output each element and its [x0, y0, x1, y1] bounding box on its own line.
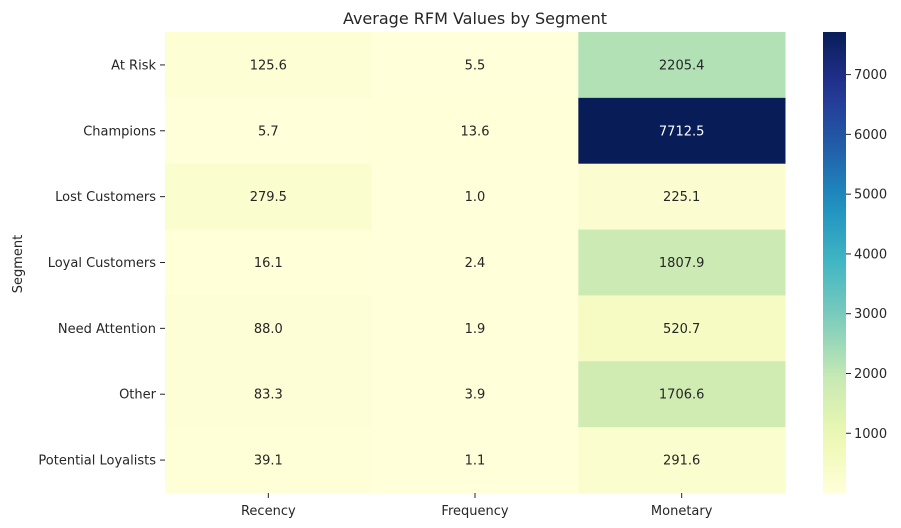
cell-potential-loyalists-recency	[165, 427, 373, 494]
cell-need-attention-monetary	[578, 295, 786, 362]
row-label-champions: Champions	[83, 124, 156, 139]
cell-label: 83.3	[254, 388, 283, 403]
cell-label: 3.9	[465, 388, 486, 403]
cell-at-risk-recency	[165, 32, 373, 99]
cell-label: 88.0	[254, 322, 283, 337]
row-label-lost-customers: Lost Customers	[55, 190, 156, 205]
cell-champions-frequency	[371, 97, 579, 165]
colorbar-tick-label: 2000	[854, 367, 887, 382]
heatmap-cells: 125.6 5.5 2205.4 5.7 13.6 7712.5 279.5 1.0 225.1…	[165, 32, 786, 494]
cell-label: 7712.5	[659, 124, 705, 139]
row-label-need-attention: Need Attention	[58, 322, 156, 337]
colorbar-tick-label: 4000	[854, 247, 887, 262]
cell-lost-customers-frequency	[371, 163, 579, 231]
cell-other-frequency	[371, 361, 579, 428]
cell-label: 520.7	[663, 322, 700, 337]
column-tick-labels: Recency Frequency Monetary	[241, 493, 713, 519]
cell-label: 2.4	[465, 256, 486, 271]
cell-label: 1.0	[465, 190, 486, 205]
cell-loyal-customers-recency	[165, 229, 373, 296]
cell-label: 13.6	[461, 124, 490, 139]
cell-champions-monetary	[578, 97, 786, 165]
column-label-monetary: Monetary	[651, 504, 713, 519]
cell-label: 16.1	[254, 256, 283, 271]
row-label-potential-loyalists: Potential Loyalists	[38, 454, 156, 469]
column-label-frequency: Frequency	[441, 504, 508, 519]
row-label-loyal-customers: Loyal Customers	[48, 256, 157, 271]
cell-label: 1807.9	[659, 256, 705, 271]
cell-label: 2205.4	[659, 58, 705, 73]
cell-label: 279.5	[250, 190, 287, 205]
row-label-other: Other	[119, 388, 157, 403]
cell-label: 291.6	[663, 454, 700, 469]
colorbar-ticks: 1000 2000 3000 4000 5000 6000 7000	[846, 68, 887, 442]
cell-label: 1706.6	[659, 388, 705, 403]
cell-label: 39.1	[254, 454, 283, 469]
cell-label: 5.5	[465, 58, 486, 73]
cell-label: 225.1	[663, 190, 700, 205]
cell-at-risk-frequency	[371, 32, 579, 99]
cell-label: 5.7	[258, 124, 279, 139]
cell-other-monetary	[578, 361, 786, 428]
colorbar-tick-label: 5000	[854, 188, 887, 203]
cell-loyal-customers-frequency	[371, 229, 579, 296]
cell-label: 1.9	[465, 322, 486, 337]
cell-lost-customers-monetary	[578, 163, 786, 231]
chart-title: Average RFM Values by Segment	[343, 9, 607, 28]
cell-at-risk-monetary	[578, 32, 786, 99]
colorbar	[823, 32, 846, 493]
cell-label: 1.1	[465, 454, 486, 469]
cell-need-attention-recency	[165, 295, 373, 362]
cell-label: 125.6	[250, 58, 287, 73]
cell-potential-loyalists-frequency	[371, 427, 579, 494]
colorbar-tick-label: 7000	[854, 68, 887, 83]
colorbar-tick-label: 3000	[854, 307, 887, 322]
colorbar-tick-label: 1000	[854, 427, 887, 442]
y-axis-label: Segment	[11, 235, 26, 294]
colorbar-tick-label: 6000	[854, 128, 887, 143]
cell-need-attention-frequency	[371, 295, 579, 362]
cell-champions-recency	[165, 97, 373, 165]
column-label-recency: Recency	[241, 504, 296, 519]
cell-potential-loyalists-monetary	[578, 427, 786, 494]
cell-other-recency	[165, 361, 373, 428]
row-label-at-risk: At Risk	[111, 58, 156, 73]
row-tick-labels: At Risk Champions Lost Customers Loyal Cust…	[38, 58, 165, 469]
cell-lost-customers-recency	[165, 163, 373, 231]
cell-loyal-customers-monetary	[578, 229, 786, 296]
